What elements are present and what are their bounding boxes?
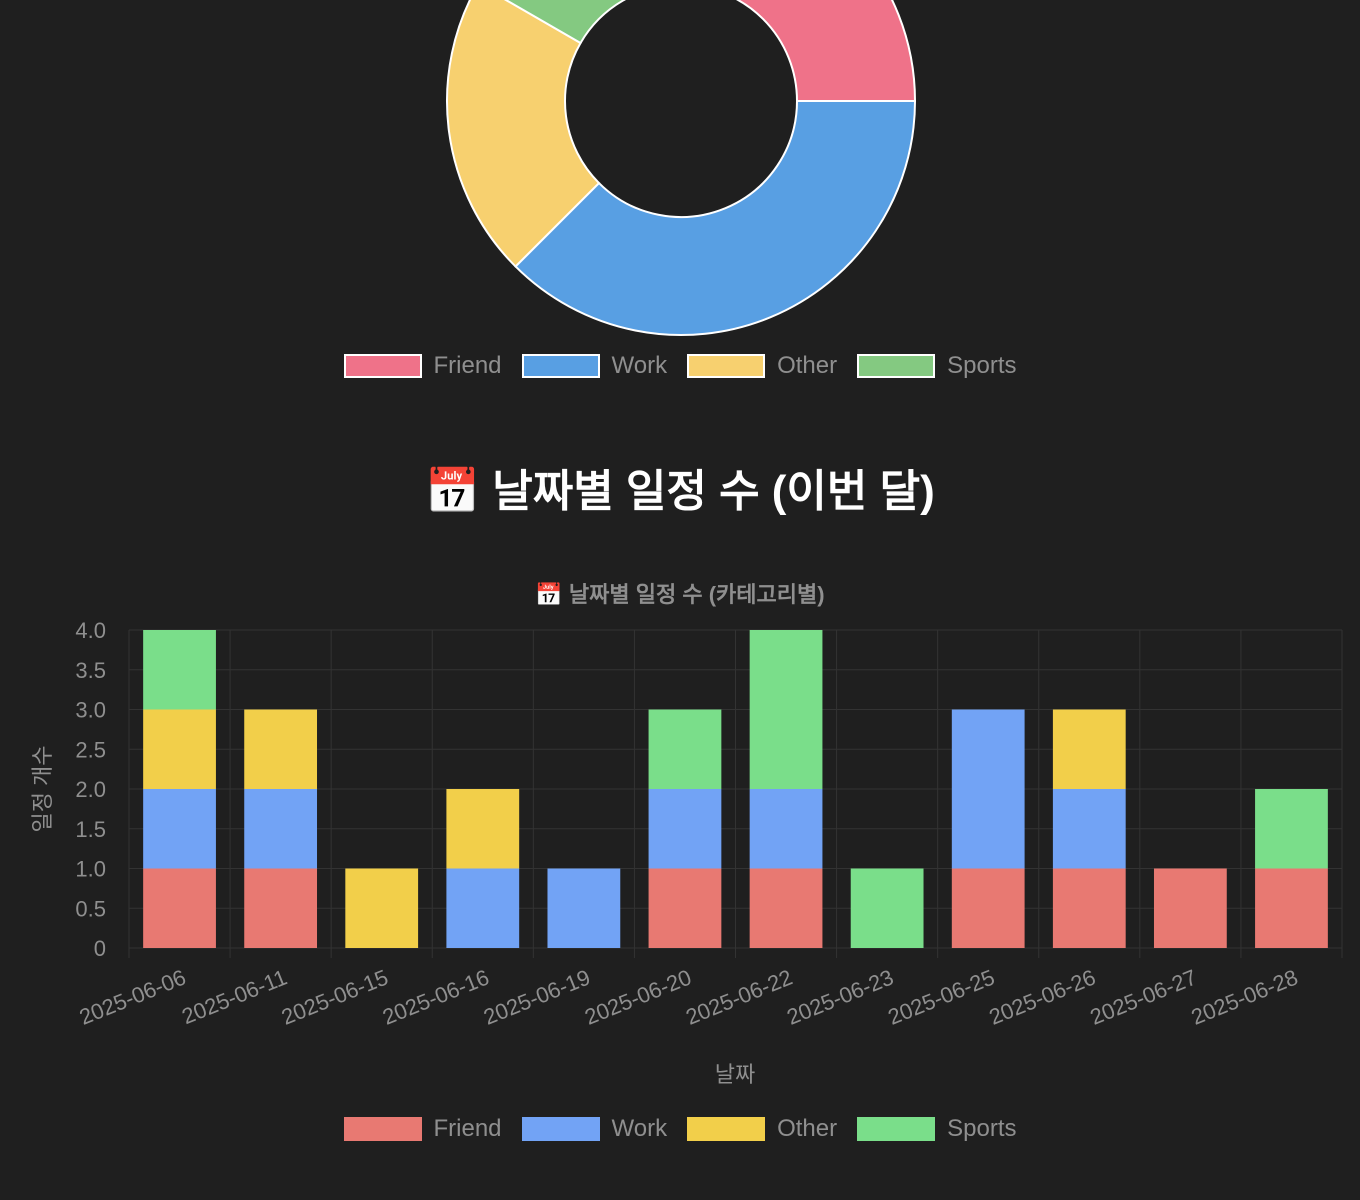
grid-lines xyxy=(128,629,1343,958)
legend-label: Other xyxy=(777,352,838,379)
x-tick-label: 2025-06-11 xyxy=(178,964,290,1029)
doughnut-legend-item-work[interactable]: Work xyxy=(521,352,668,380)
bar-sports-2025-06-06[interactable] xyxy=(143,630,216,710)
doughnut-legend-item-friend[interactable]: Friend xyxy=(343,352,502,380)
y-tick-label: 3.0 xyxy=(75,698,106,723)
y-tick-label: 1.5 xyxy=(75,817,106,842)
bar-work-2025-06-06[interactable] xyxy=(143,789,216,869)
bar-legend-item-sports[interactable]: Sports xyxy=(857,1115,1017,1143)
legend-swatch xyxy=(687,354,766,378)
bar-work-2025-06-16[interactable] xyxy=(446,868,520,949)
doughnut-slice-friend[interactable] xyxy=(681,0,917,102)
bar-other-2025-06-11[interactable] xyxy=(244,709,318,790)
legend-swatch xyxy=(343,1117,422,1141)
bar-work-2025-06-20[interactable] xyxy=(648,789,722,869)
legend-swatch xyxy=(687,1117,766,1141)
legend-label: Friend xyxy=(433,352,502,379)
x-axis-title: 날짜 xyxy=(715,1062,755,1087)
legend-swatch xyxy=(521,354,600,378)
y-tick-label: 2.0 xyxy=(75,777,106,802)
bar-work-2025-06-19[interactable] xyxy=(547,868,621,949)
legend-label: Work xyxy=(611,1115,668,1142)
y-tick-label: 1.0 xyxy=(75,857,106,882)
x-tick-label: 2025-06-19 xyxy=(480,964,594,1029)
bar-friend-2025-06-27[interactable] xyxy=(1153,868,1227,949)
doughnut-legend-item-other[interactable]: Other xyxy=(687,352,837,380)
x-tick-label: 2025-06-23 xyxy=(783,964,897,1029)
section-heading: 📅 날짜별 일정 수 (이번 달) xyxy=(425,467,935,516)
doughnut-slice-sports[interactable] xyxy=(478,0,681,45)
bar-friend-2025-06-20[interactable] xyxy=(648,868,722,949)
bar-sports-2025-06-20[interactable] xyxy=(648,709,722,790)
bar-sports-2025-06-22[interactable] xyxy=(749,630,823,789)
x-tick-label: 2025-06-27 xyxy=(1087,964,1201,1029)
legend-label: Friend xyxy=(433,1115,502,1142)
legend-label: Sports xyxy=(947,352,1017,379)
y-tick-label: 4.0 xyxy=(75,618,106,643)
bar-legend-item-work[interactable]: Work xyxy=(521,1115,668,1143)
bar-sports-2025-06-28[interactable] xyxy=(1255,789,1328,869)
x-tick-label: 2025-06-25 xyxy=(884,964,998,1029)
legend-label: Other xyxy=(777,1115,838,1142)
legend-swatch xyxy=(857,354,936,378)
bar-other-2025-06-26[interactable] xyxy=(1052,709,1126,790)
bar-work-2025-06-25[interactable] xyxy=(951,709,1025,869)
bar-legend-item-friend[interactable]: Friend xyxy=(343,1115,502,1143)
chart-title: 📅 날짜별 일정 수 (카테고리별) xyxy=(535,582,824,607)
bar-friend-2025-06-22[interactable] xyxy=(749,868,823,949)
x-tick-label: 2025-06-15 xyxy=(278,964,392,1029)
x-tick-label: 2025-06-16 xyxy=(379,964,493,1029)
x-tick-label: 2025-06-26 xyxy=(985,964,1099,1029)
y-tick-label: 0.5 xyxy=(75,896,106,921)
x-tick-labels: 2025-06-062025-06-112025-06-152025-06-16… xyxy=(76,964,1302,1029)
legend-label: Sports xyxy=(947,1115,1017,1142)
bar-work-2025-06-11[interactable] xyxy=(244,789,318,869)
bar-legend: Friend Work Other Sports xyxy=(0,1115,1360,1143)
bar-friend-2025-06-25[interactable] xyxy=(951,868,1025,949)
x-tick-label: 2025-06-28 xyxy=(1188,964,1302,1029)
bar-friend-2025-06-11[interactable] xyxy=(244,868,318,949)
bar-friend-2025-06-26[interactable] xyxy=(1052,868,1126,949)
doughnut-slice-work[interactable] xyxy=(514,100,917,336)
x-tick-label: 2025-06-20 xyxy=(581,964,695,1029)
y-tick-label: 3.5 xyxy=(75,658,106,683)
x-tick-label: 2025-06-06 xyxy=(76,964,190,1029)
x-tick-label: 2025-06-22 xyxy=(682,964,796,1029)
doughnut-legend: Friend Work Other Sports xyxy=(0,352,1360,380)
bar-sports-2025-06-23[interactable] xyxy=(850,868,924,949)
bar-work-2025-06-26[interactable] xyxy=(1052,789,1126,869)
bar-marks xyxy=(143,630,1328,948)
y-axis-title: 일정 개수 xyxy=(30,745,55,832)
category-doughnut-chart xyxy=(446,0,917,336)
y-tick-labels: 0 0.5 1.0 1.5 2.0 2.5 3.0 3.5 4.0 xyxy=(75,618,106,961)
bar-other-2025-06-15[interactable] xyxy=(345,868,419,949)
bar-work-2025-06-22[interactable] xyxy=(749,789,823,869)
legend-label: Work xyxy=(611,352,668,379)
doughnut-slice-other[interactable] xyxy=(446,0,601,268)
doughnut-legend-item-sports[interactable]: Sports xyxy=(857,352,1017,380)
bar-friend-2025-06-28[interactable] xyxy=(1255,868,1328,949)
legend-swatch xyxy=(857,1117,936,1141)
y-tick-label: 0 xyxy=(94,936,106,961)
legend-swatch xyxy=(521,1117,600,1141)
bar-legend-item-other[interactable]: Other xyxy=(687,1115,837,1143)
legend-swatch xyxy=(343,354,422,378)
y-tick-label: 2.5 xyxy=(75,737,106,762)
bar-other-2025-06-06[interactable] xyxy=(143,709,216,790)
bar-friend-2025-06-06[interactable] xyxy=(143,868,216,949)
bar-other-2025-06-16[interactable] xyxy=(446,789,520,869)
